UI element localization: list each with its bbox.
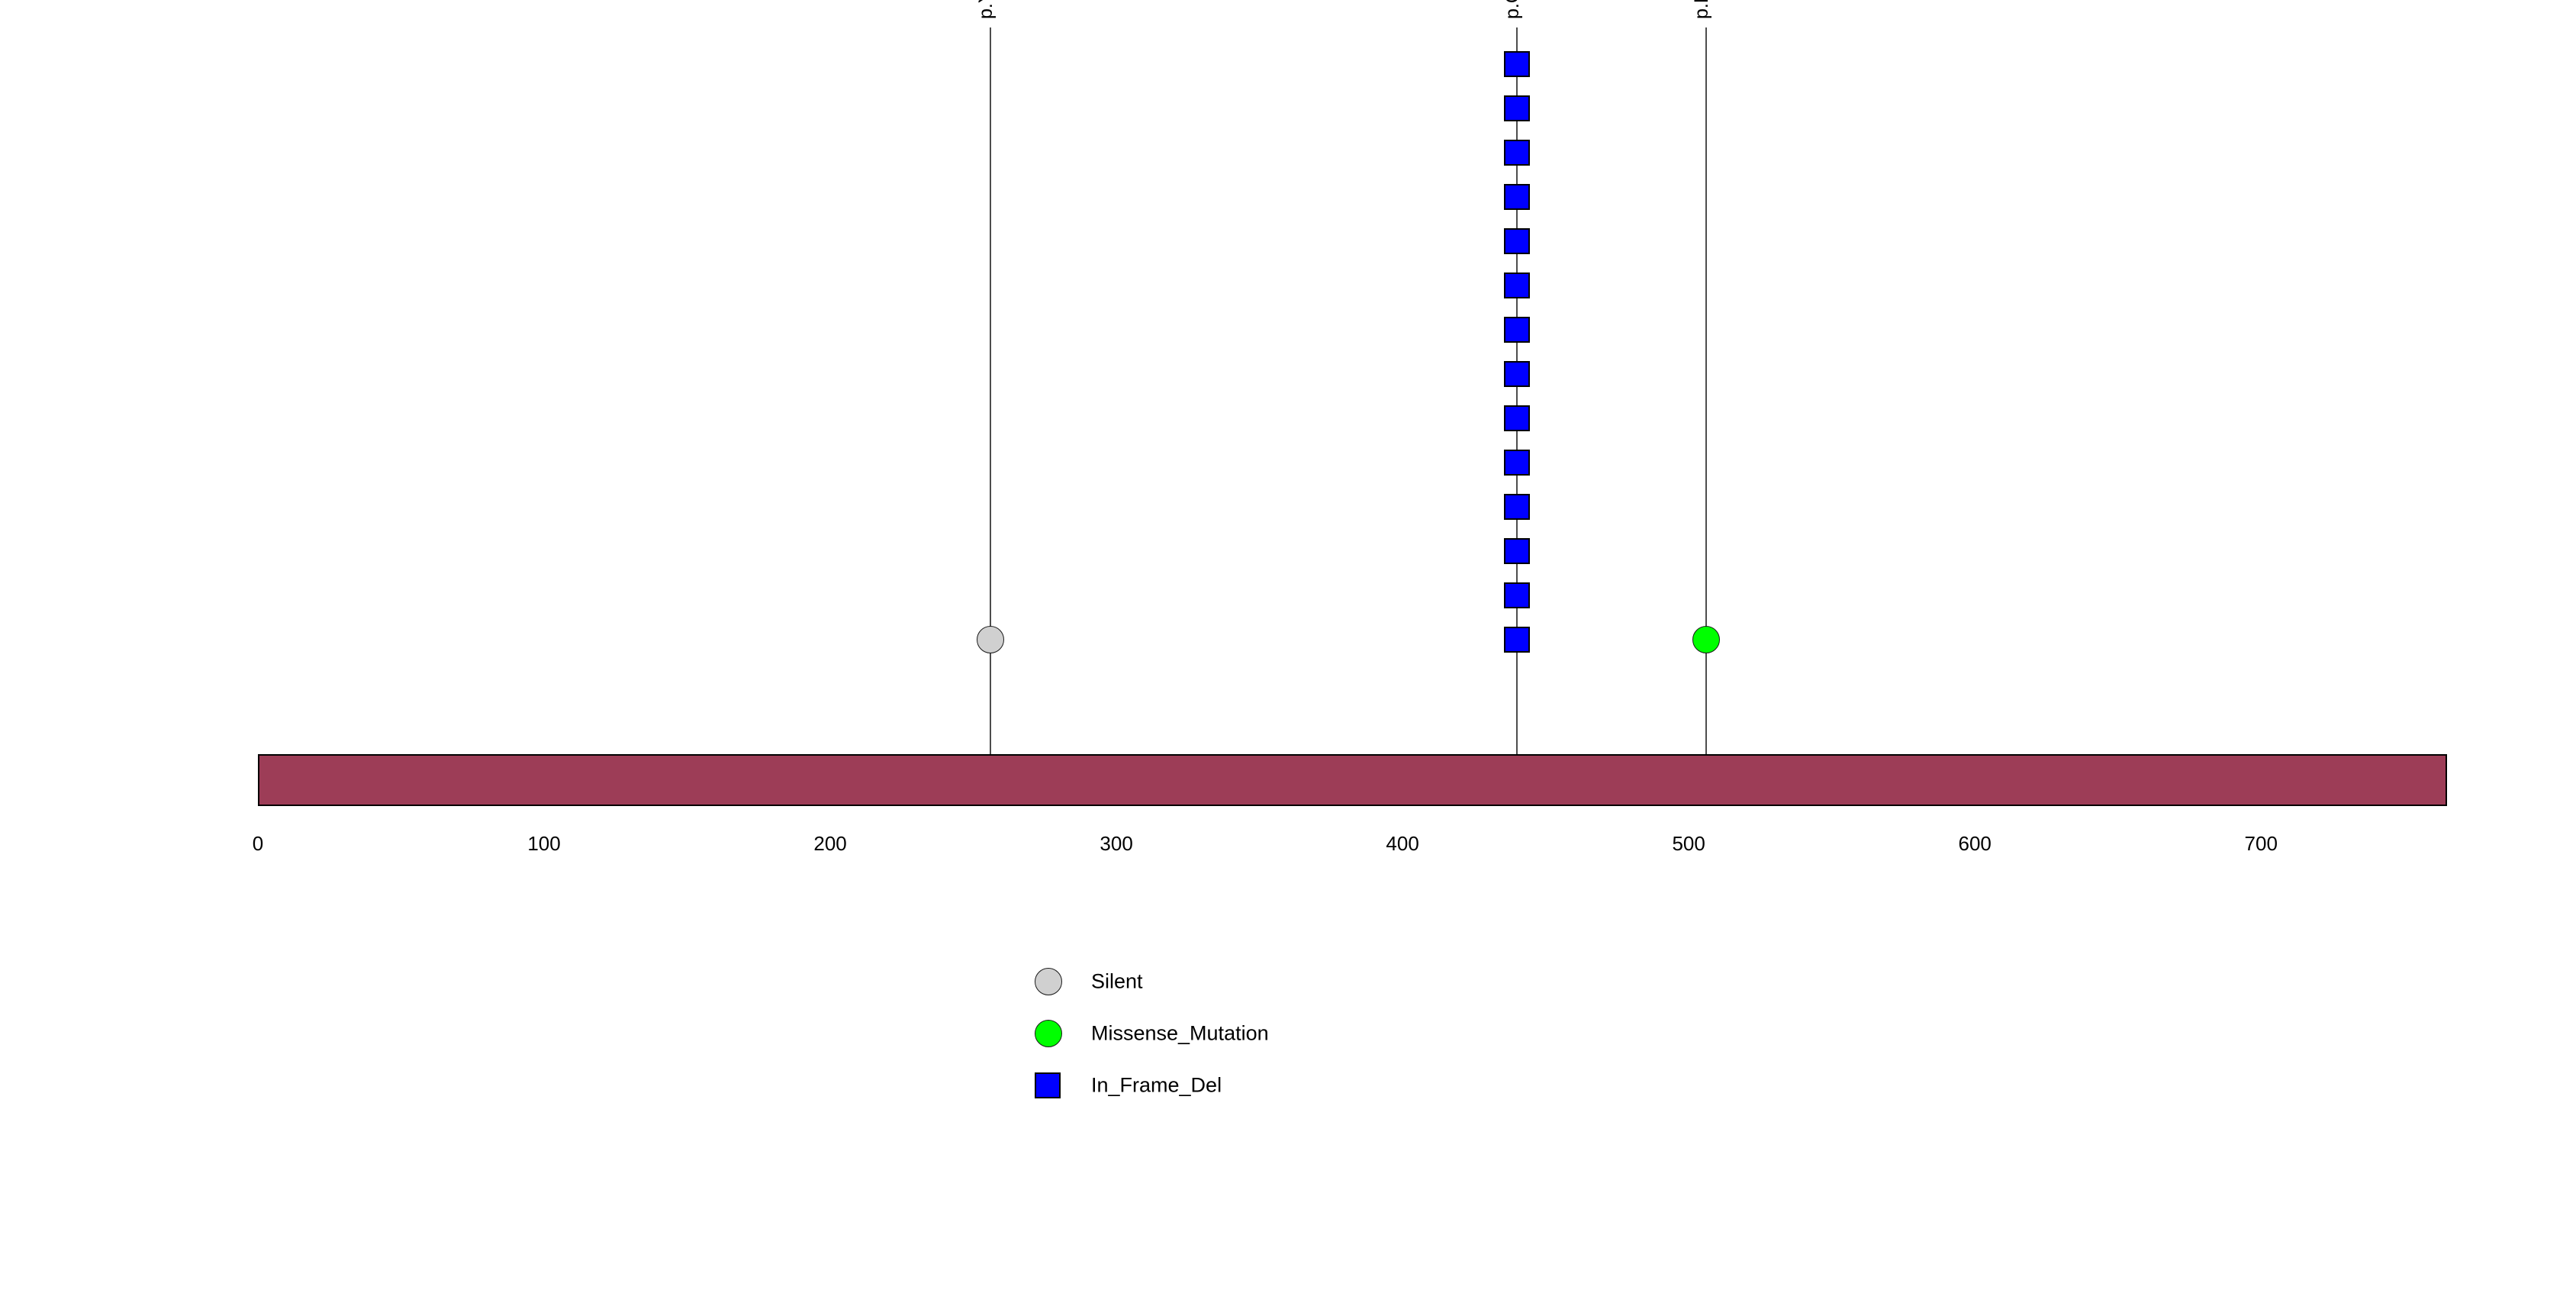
legend-circle-icon [1035, 1020, 1062, 1047]
mutation-marker-square[interactable] [1504, 494, 1531, 520]
site-label: p.Y [975, 0, 997, 19]
mutation-marker-circle[interactable] [977, 626, 1005, 653]
site-label: p.E [1690, 0, 1712, 19]
mutation-marker-square[interactable] [1504, 538, 1531, 564]
x-tick-label: 100 [527, 832, 561, 855]
protein-domain-bar[interactable] [258, 754, 2447, 806]
lollipop-stem [1705, 27, 1707, 780]
mutation-marker-square[interactable] [1504, 95, 1531, 121]
mutation-marker-square[interactable] [1504, 51, 1531, 77]
lollipop-stem [1516, 27, 1518, 780]
lollipop-stem [990, 27, 992, 780]
mutation-marker-circle[interactable] [1692, 626, 1720, 653]
x-tick-label: 300 [1100, 832, 1133, 855]
mutation-marker-square[interactable] [1504, 140, 1531, 166]
mutation-marker-square[interactable] [1504, 184, 1531, 210]
mutation-marker-square[interactable] [1504, 273, 1531, 298]
mutation-marker-square[interactable] [1504, 361, 1531, 387]
x-tick-label: 600 [1958, 832, 1992, 855]
legend-label: Silent [1091, 969, 1143, 993]
legend-label: Missense_Mutation [1091, 1021, 1269, 1045]
mutation-marker-square[interactable] [1504, 627, 1531, 653]
x-tick-label: 700 [2244, 832, 2278, 855]
legend-square-icon [1035, 1072, 1061, 1098]
x-tick-label: 500 [1672, 832, 1705, 855]
legend-circle-icon [1035, 968, 1062, 995]
mutation-marker-square[interactable] [1504, 317, 1531, 343]
x-tick-label: 400 [1386, 832, 1419, 855]
site-label: p.Q [1502, 0, 1524, 19]
mutation-marker-square[interactable] [1504, 450, 1531, 476]
x-tick-label: 200 [813, 832, 847, 855]
x-tick-label: 0 [252, 832, 264, 855]
mutation-marker-square[interactable] [1504, 405, 1531, 431]
mutation-marker-square[interactable] [1504, 582, 1531, 608]
legend-label: In_Frame_Del [1091, 1073, 1222, 1097]
mutation-marker-square[interactable] [1504, 228, 1531, 254]
